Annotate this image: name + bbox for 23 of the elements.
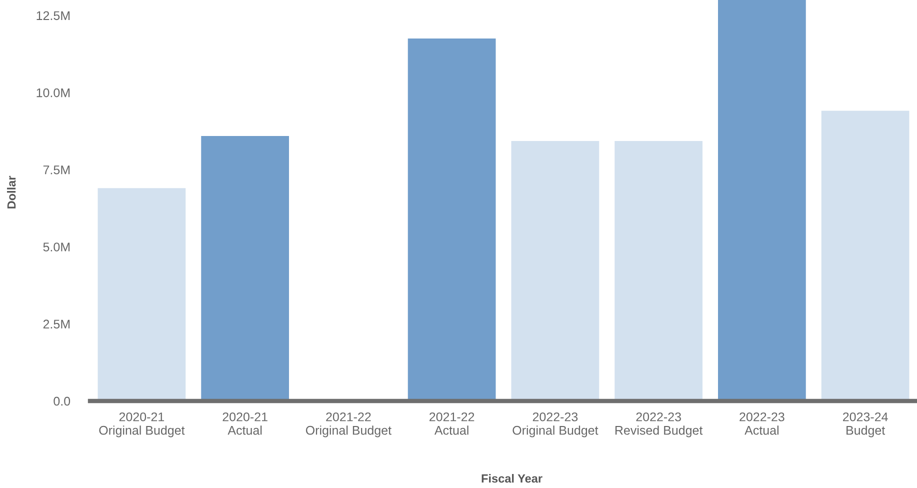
bar [511, 140, 600, 401]
y-axis-title: Dollar [6, 176, 16, 208]
bar [614, 140, 702, 401]
x-axis-title: Fiscal Year [482, 474, 542, 483]
y-tick-label: 2.5M [43, 320, 70, 329]
x-tick-label: 2021-22 Original Budget [306, 412, 392, 438]
y-tick-label: 10.0M [36, 88, 70, 98]
y-tick-label: 7.5M [43, 166, 70, 174]
bar [718, 0, 806, 401]
x-tick-label: 2023-24 Budget [843, 412, 888, 438]
y-tick-label: 12.5M [36, 11, 70, 20]
bar [408, 38, 496, 401]
x-tick-label: 2021-22 Actual [430, 412, 474, 435]
y-tick-label: 0.0 [54, 396, 70, 406]
bar [201, 136, 289, 401]
bar [821, 110, 910, 401]
bar [98, 188, 186, 401]
x-tick-label: 2022-23 Original Budget [512, 412, 598, 438]
x-tick-label: 2020-21 Actual [222, 412, 268, 435]
x-tick-label: 2022-23 Revised Budget [615, 412, 703, 438]
y-tick-label: 5.0M [43, 242, 70, 252]
x-tick-label: 2022-23 Actual [740, 412, 784, 435]
x-tick-label: 2020-21 Original Budget [99, 412, 185, 438]
